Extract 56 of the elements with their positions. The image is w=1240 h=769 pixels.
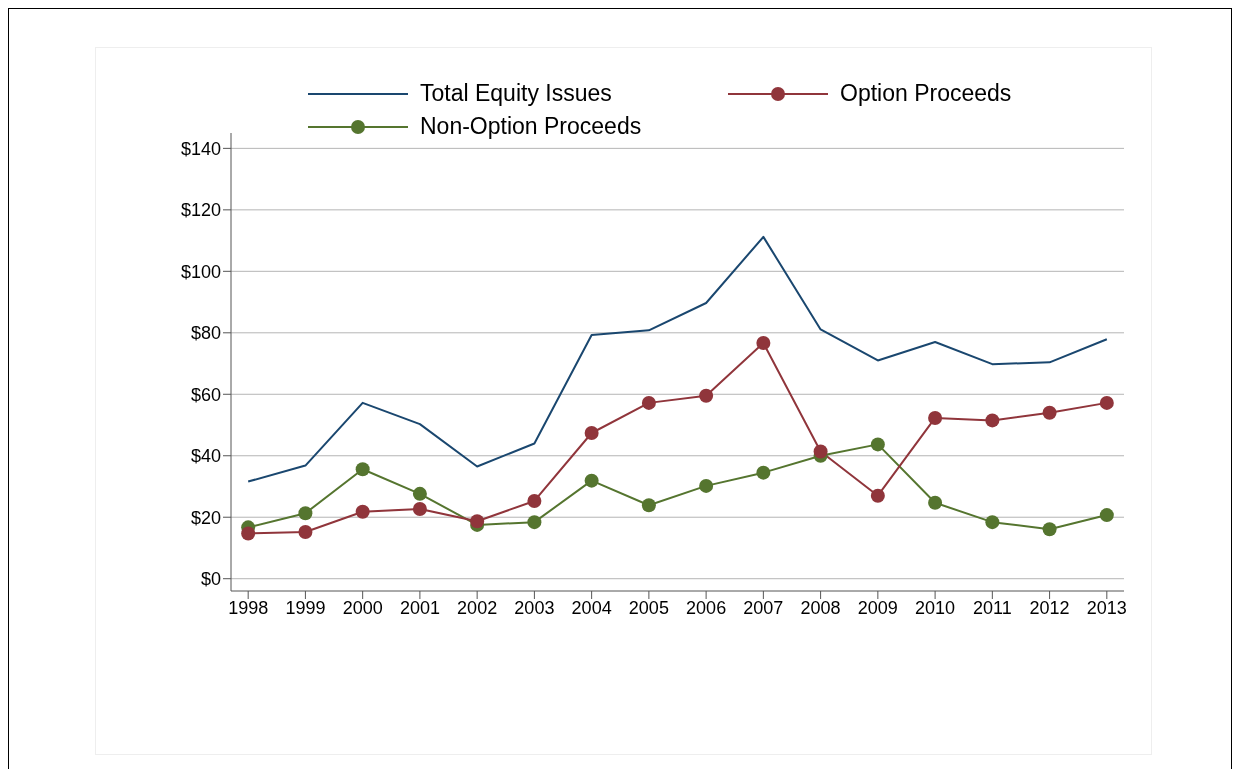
x-tick-label: 2007 [743,597,784,618]
point [527,515,542,530]
point [699,478,714,493]
line-series [247,235,1108,483]
point [870,488,885,503]
x-tick-label: 2000 [342,597,383,618]
legend-label: Non-Option Proceeds [420,113,642,140]
point [928,410,943,425]
x-tick-label: 2003 [514,597,555,618]
point [756,465,771,480]
point [699,388,714,403]
y-tick-label: $80 [190,323,221,344]
x-tick-label: 1998 [228,597,269,618]
x-tick-label: 2011 [972,597,1012,618]
point [641,395,656,410]
x-tick-label: 2006 [686,597,727,618]
point [584,473,599,488]
legend-label: Total Equity Issues [420,80,612,107]
point [1042,522,1057,537]
y-tick-label: $120 [180,200,221,221]
point [412,486,427,501]
point [298,506,313,521]
point [1099,508,1114,523]
y-tick-label: $0 [200,569,221,590]
point [527,493,542,508]
x-tick-label: 2013 [1086,597,1127,618]
x-tick-label: 2012 [1029,597,1070,618]
point [241,526,256,541]
point [870,437,885,452]
point [412,501,427,516]
point [641,498,656,513]
y-tick-label: $100 [180,261,221,282]
x-tick-label: 2002 [457,597,498,618]
x-tick-label: 2009 [857,597,898,618]
x-tick-label: 2010 [915,597,956,618]
point [985,515,1000,530]
point [298,524,313,539]
y-tick-label: $140 [180,138,221,159]
y-tick-label: $60 [190,384,221,405]
point [1099,395,1114,410]
point [813,444,828,459]
point [584,426,599,441]
x-tick-label: 2005 [628,597,669,618]
point [985,413,1000,428]
point [1042,405,1057,420]
point [355,504,370,519]
x-tick-label: 2008 [800,597,841,618]
point [928,495,943,510]
x-tick-label: 2001 [399,597,440,618]
legend-label: Option Proceeds [840,80,1012,107]
y-tick-label: $40 [190,446,221,467]
point [756,335,771,350]
x-tick-label: 1999 [285,597,326,618]
y-tick-label: $20 [190,507,221,528]
x-tick-label: 2004 [571,597,612,618]
point [355,462,370,477]
